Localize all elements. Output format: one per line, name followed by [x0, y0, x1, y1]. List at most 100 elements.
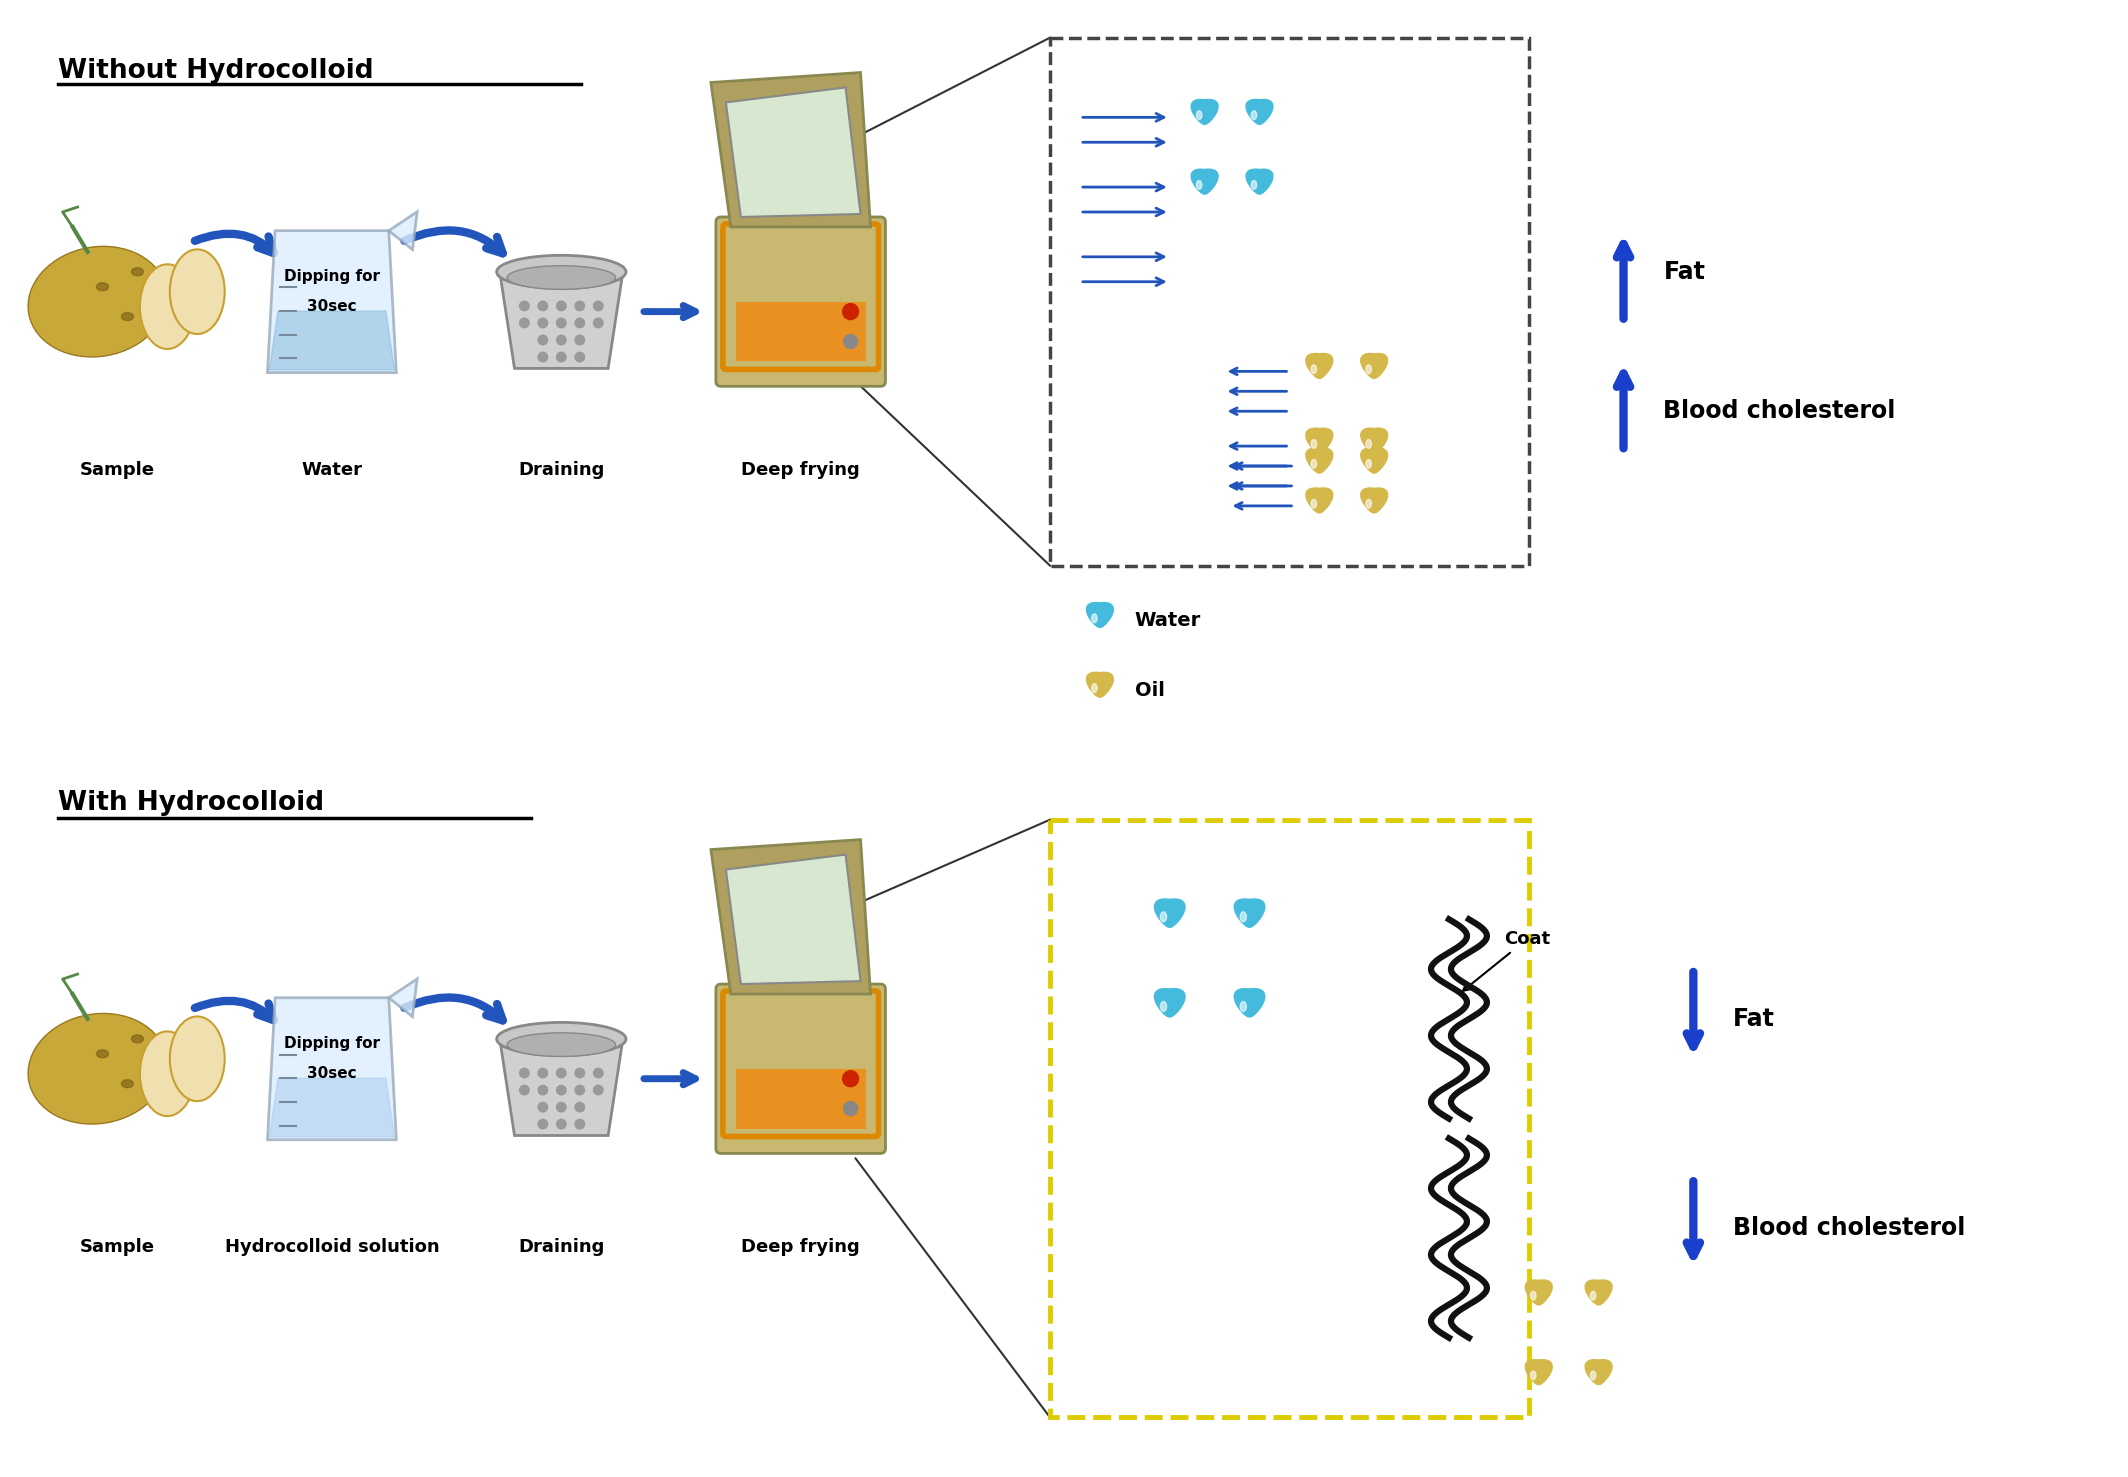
- Polygon shape: [1156, 988, 1185, 1016]
- Ellipse shape: [140, 264, 196, 349]
- Polygon shape: [1360, 448, 1387, 473]
- Ellipse shape: [1241, 1001, 1247, 1012]
- Polygon shape: [1526, 1360, 1551, 1384]
- Text: Sample: Sample: [81, 1238, 155, 1255]
- Circle shape: [558, 335, 566, 344]
- Text: Fat: Fat: [1664, 260, 1705, 284]
- Ellipse shape: [96, 282, 109, 291]
- Circle shape: [558, 318, 566, 328]
- Ellipse shape: [96, 1050, 109, 1058]
- Ellipse shape: [1366, 440, 1370, 449]
- Circle shape: [575, 1086, 585, 1094]
- Text: Water: Water: [1134, 611, 1200, 631]
- Circle shape: [538, 335, 547, 344]
- Circle shape: [843, 304, 858, 319]
- Circle shape: [594, 1068, 602, 1078]
- Ellipse shape: [1530, 1291, 1536, 1300]
- Ellipse shape: [1530, 1371, 1536, 1380]
- Polygon shape: [1585, 1281, 1613, 1304]
- Polygon shape: [1307, 448, 1332, 473]
- FancyBboxPatch shape: [715, 984, 885, 1154]
- Ellipse shape: [1092, 684, 1098, 693]
- Ellipse shape: [132, 267, 143, 276]
- Circle shape: [538, 1120, 547, 1128]
- Circle shape: [519, 1086, 530, 1094]
- Ellipse shape: [496, 1022, 626, 1056]
- Polygon shape: [389, 211, 417, 250]
- Ellipse shape: [1196, 111, 1202, 120]
- Polygon shape: [1360, 428, 1387, 453]
- Circle shape: [519, 318, 530, 328]
- Text: Coat: Coat: [1462, 931, 1549, 991]
- Circle shape: [538, 301, 547, 310]
- Ellipse shape: [140, 1031, 196, 1117]
- Ellipse shape: [1092, 614, 1098, 623]
- Ellipse shape: [1311, 499, 1317, 508]
- Ellipse shape: [121, 1080, 134, 1087]
- Circle shape: [575, 1068, 585, 1078]
- Text: Water: Water: [302, 461, 362, 479]
- Text: 30sec: 30sec: [306, 1066, 358, 1081]
- Polygon shape: [1526, 1281, 1551, 1304]
- Text: Fat: Fat: [1732, 1007, 1775, 1031]
- Ellipse shape: [1311, 440, 1317, 449]
- Polygon shape: [270, 1078, 394, 1137]
- Polygon shape: [500, 1038, 624, 1136]
- Ellipse shape: [1160, 1001, 1166, 1012]
- Circle shape: [558, 353, 566, 362]
- Polygon shape: [1192, 99, 1217, 124]
- Text: Blood cholesterol: Blood cholesterol: [1664, 399, 1896, 424]
- Circle shape: [575, 1102, 585, 1112]
- Circle shape: [558, 1102, 566, 1112]
- Circle shape: [558, 1120, 566, 1128]
- Polygon shape: [711, 72, 870, 227]
- Circle shape: [594, 318, 602, 328]
- Circle shape: [538, 1086, 547, 1094]
- Circle shape: [843, 1102, 858, 1115]
- Ellipse shape: [1251, 180, 1258, 189]
- Ellipse shape: [1160, 911, 1166, 922]
- Circle shape: [575, 1120, 585, 1128]
- Circle shape: [538, 318, 547, 328]
- Text: Dipping for: Dipping for: [283, 1037, 381, 1052]
- Text: Hydrocolloid solution: Hydrocolloid solution: [226, 1238, 438, 1255]
- Circle shape: [558, 1068, 566, 1078]
- Text: 30sec: 30sec: [306, 300, 358, 315]
- Polygon shape: [1247, 170, 1273, 193]
- Polygon shape: [1360, 353, 1387, 378]
- Polygon shape: [726, 855, 860, 984]
- FancyBboxPatch shape: [736, 301, 866, 362]
- Circle shape: [575, 318, 585, 328]
- Circle shape: [575, 301, 585, 310]
- Text: Draining: Draining: [517, 461, 604, 479]
- Ellipse shape: [132, 1035, 143, 1043]
- Polygon shape: [1585, 1360, 1613, 1384]
- Circle shape: [575, 335, 585, 344]
- Circle shape: [594, 1086, 602, 1094]
- Polygon shape: [1234, 988, 1264, 1016]
- Polygon shape: [1192, 170, 1217, 193]
- FancyBboxPatch shape: [715, 217, 885, 387]
- Polygon shape: [500, 272, 624, 368]
- FancyBboxPatch shape: [736, 1069, 866, 1128]
- Polygon shape: [711, 839, 870, 994]
- Polygon shape: [268, 230, 396, 372]
- Ellipse shape: [506, 266, 615, 289]
- Polygon shape: [1307, 353, 1332, 378]
- Circle shape: [538, 353, 547, 362]
- Text: Without Hydrocolloid: Without Hydrocolloid: [57, 58, 372, 84]
- Ellipse shape: [1366, 499, 1370, 508]
- Ellipse shape: [506, 1032, 615, 1056]
- Circle shape: [594, 301, 602, 310]
- Polygon shape: [1247, 99, 1273, 124]
- Ellipse shape: [170, 1016, 226, 1102]
- Ellipse shape: [496, 256, 626, 288]
- Ellipse shape: [1366, 365, 1370, 374]
- Polygon shape: [1156, 899, 1185, 928]
- Polygon shape: [1360, 487, 1387, 513]
- Polygon shape: [726, 87, 860, 217]
- Ellipse shape: [28, 247, 166, 357]
- Ellipse shape: [28, 1013, 166, 1124]
- Text: Dipping for: Dipping for: [283, 269, 381, 284]
- Text: Sample: Sample: [81, 461, 155, 479]
